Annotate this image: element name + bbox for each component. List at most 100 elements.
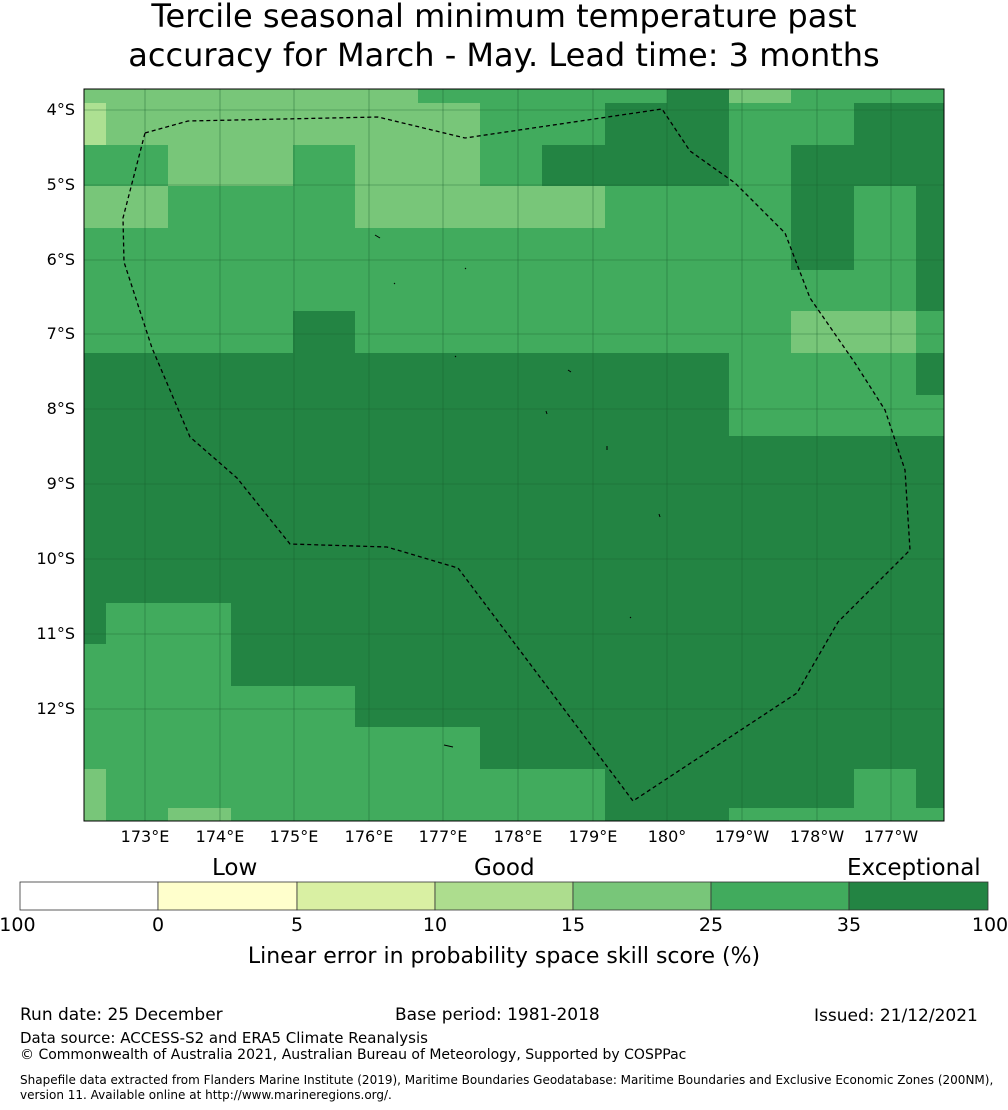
grid-cell (667, 561, 730, 604)
grid-cell (106, 436, 169, 479)
grid-cell (168, 311, 232, 354)
grid-cell (854, 145, 917, 187)
grid-cell (916, 103, 945, 146)
grid-cell (106, 603, 169, 645)
grid-cell (729, 145, 792, 187)
grid-cell (916, 478, 945, 521)
grid-cell (84, 769, 107, 809)
grid-cell (168, 103, 232, 146)
grid-cell (355, 603, 419, 645)
grid-cell (106, 478, 169, 521)
grid-cell (84, 353, 107, 396)
grid-cell (480, 603, 543, 645)
skill-grid (84, 89, 945, 822)
grid-cell (916, 89, 945, 104)
grid-cell (916, 769, 945, 809)
grid-cell (293, 808, 356, 822)
grid-cell (729, 644, 792, 687)
data-source: Data source: ACCESS-S2 and ERA5 Climate … (20, 1029, 428, 1047)
grid-cell (542, 727, 606, 770)
grid-cell (605, 353, 668, 396)
grid-cell (231, 727, 294, 770)
grid-cell (854, 311, 917, 354)
grid-cell (106, 103, 169, 146)
grid-cell (168, 89, 232, 104)
grid-cell (791, 395, 855, 437)
grid-cell (729, 186, 792, 229)
grid-cell (231, 270, 294, 312)
colorbar-segment (572, 881, 712, 911)
grid-cell (605, 727, 668, 770)
grid-cell (791, 808, 855, 822)
colorbar-tick-label: 15 (560, 914, 586, 936)
grid-cell (791, 103, 855, 146)
grid-cell (729, 436, 792, 479)
grid-cell (106, 89, 169, 104)
grid-cell (854, 727, 917, 770)
latitude-label: 7°S (46, 324, 75, 343)
latitude-label: 5°S (46, 175, 75, 194)
colorbar-tick-label: 25 (698, 914, 724, 936)
grid-cell (916, 311, 945, 354)
grid-cell (106, 769, 169, 809)
colorbar-tick-label: 100 (971, 914, 1008, 936)
grid-cell (667, 436, 730, 479)
grid-cell (84, 186, 107, 229)
grid-cell (293, 186, 356, 229)
grid-cell (418, 561, 481, 604)
grid-cell (605, 478, 668, 521)
grid-cell (355, 686, 419, 728)
grid-cell (168, 478, 232, 521)
grid-cell (916, 186, 945, 229)
grid-cell (293, 478, 356, 521)
grid-cell (231, 228, 294, 271)
grid-cell (231, 644, 294, 687)
grid-cell (605, 311, 668, 354)
grid-cell (418, 769, 481, 809)
grid-cell (84, 395, 107, 437)
grid-cell (916, 727, 945, 770)
grid-cell (293, 686, 356, 728)
grid-cell (854, 436, 917, 479)
grid-cell (605, 769, 668, 809)
grid-cell (293, 395, 356, 437)
grid-cell (542, 228, 606, 271)
grid-cell (106, 520, 169, 562)
grid-cell (355, 145, 419, 187)
base-period: Base period: 1981-2018 (395, 1005, 600, 1025)
grid-cell (605, 228, 668, 271)
grid-cell (729, 89, 792, 104)
grid-cell (106, 686, 169, 728)
title-line-1: Tercile seasonal minimum temperature pas… (151, 0, 857, 35)
colorbar-segment (19, 881, 159, 911)
grid-cell (84, 145, 107, 187)
grid-cell (542, 520, 606, 562)
grid-cell (605, 89, 668, 104)
grid-cell (106, 395, 169, 437)
grid-cell (791, 686, 855, 728)
grid-cell (542, 769, 606, 809)
grid-cell (84, 228, 107, 271)
grid-cell (667, 769, 730, 809)
grid-cell (293, 145, 356, 187)
grid-cell (84, 603, 107, 645)
grid-cell (231, 686, 294, 728)
grid-cell (729, 808, 792, 822)
title-line-2: accuracy for March - May. Lead time: 3 m… (128, 36, 880, 74)
grid-cell (605, 436, 668, 479)
grid-cell (355, 478, 419, 521)
grid-cell (168, 520, 232, 562)
grid-cell (355, 727, 419, 770)
grid-cell (418, 520, 481, 562)
grid-cell (355, 228, 419, 271)
grid-cell (231, 808, 294, 822)
grid-cell (84, 644, 107, 687)
grid-cell (293, 769, 356, 809)
grid-cell (729, 311, 792, 354)
grid-cell (106, 644, 169, 687)
grid-cell (791, 644, 855, 687)
grid-cell (168, 769, 232, 809)
grid-cell (667, 186, 730, 229)
grid-cell (605, 186, 668, 229)
grid-cell (854, 561, 917, 604)
